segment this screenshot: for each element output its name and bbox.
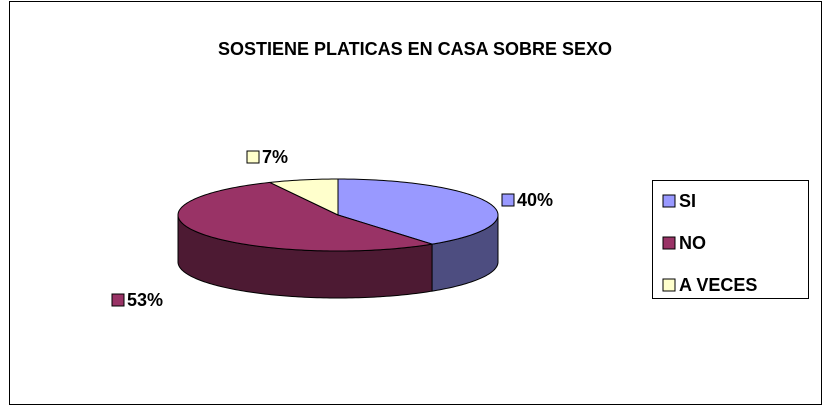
data-label: 40%	[517, 190, 553, 210]
label-key	[501, 193, 515, 207]
pie-slice	[177, 181, 433, 252]
chart-title: SOSTIENE PLATICAS EN CASA SOBRE SEXO	[218, 39, 612, 59]
pie-slice	[268, 178, 339, 216]
legend-label: NO	[679, 233, 706, 253]
pie-slice	[337, 178, 499, 245]
legend-box	[652, 180, 809, 299]
legend-label: A VECES	[679, 275, 757, 295]
label-key	[111, 293, 125, 307]
data-label: 53%	[127, 290, 163, 310]
legend-swatch	[662, 278, 676, 292]
legend-swatch	[662, 236, 676, 250]
data-label: 7%	[262, 147, 288, 167]
label-key	[246, 150, 260, 164]
legend-swatch	[662, 194, 676, 208]
legend-label: SI	[679, 191, 696, 211]
